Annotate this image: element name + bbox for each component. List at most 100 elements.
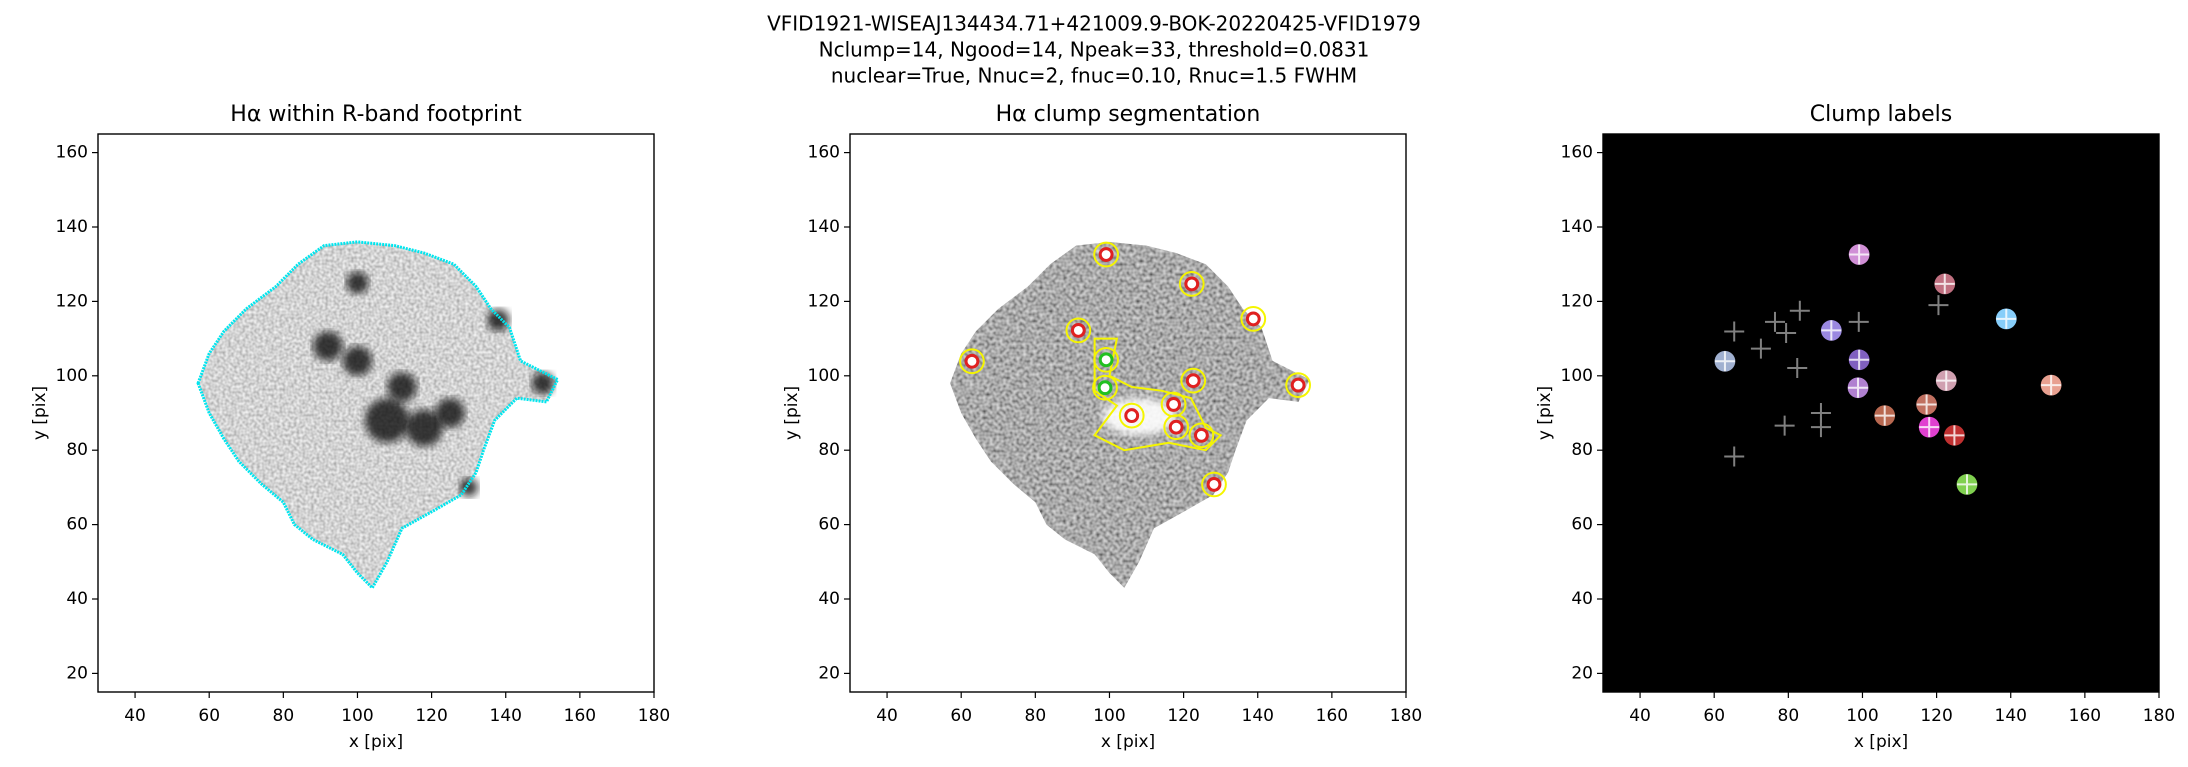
y-tick-label: 20 bbox=[66, 663, 88, 683]
y-tick-label: 160 bbox=[56, 143, 88, 163]
clump-contour bbox=[1118, 402, 1145, 429]
y-tick-label: 120 bbox=[56, 291, 88, 311]
peak-cross bbox=[1750, 338, 1771, 359]
y-axis-label: y [pix] bbox=[782, 386, 802, 440]
clump-ring bbox=[1206, 476, 1222, 492]
axes-title: Hα clump segmentation bbox=[996, 102, 1261, 127]
x-tick-label: 160 bbox=[564, 706, 596, 726]
clump-ring bbox=[1193, 427, 1209, 443]
clump-cross bbox=[1848, 377, 1869, 398]
clump-label bbox=[1874, 405, 1896, 426]
dark-spot bbox=[487, 308, 510, 332]
clump-contour bbox=[1180, 367, 1207, 394]
clump-contour bbox=[959, 348, 985, 375]
y-tick-label: 140 bbox=[56, 217, 88, 237]
peak-cross bbox=[1810, 417, 1831, 438]
clump-cross bbox=[2041, 375, 2062, 396]
bright-core bbox=[1102, 398, 1177, 436]
y-axis-label: y [pix] bbox=[1535, 386, 1555, 440]
clump-label bbox=[1916, 394, 1937, 415]
clump-label bbox=[1848, 244, 1870, 265]
peak-cross bbox=[1764, 311, 1785, 332]
dark-spot bbox=[405, 409, 443, 447]
x-tick-label: 180 bbox=[1390, 706, 1422, 726]
dark-spot bbox=[531, 372, 554, 395]
clump-contour bbox=[1188, 422, 1215, 449]
y-axis-label: y [pix] bbox=[30, 386, 50, 440]
clump-label bbox=[1848, 349, 1870, 371]
plot-area bbox=[1603, 134, 2159, 692]
clump-contour bbox=[1163, 414, 1190, 440]
y-tick-label: 100 bbox=[56, 366, 88, 386]
x-tick-label: 60 bbox=[1703, 706, 1725, 726]
clump-marker bbox=[1093, 346, 1119, 373]
clump-cross bbox=[1849, 244, 1870, 265]
clump-ring bbox=[1185, 373, 1201, 389]
clump-label bbox=[1934, 273, 1956, 295]
dark-spot bbox=[364, 398, 410, 443]
y-tick-label: 140 bbox=[808, 217, 840, 237]
clump-cross bbox=[1919, 417, 1940, 438]
y-tick-label: 160 bbox=[808, 143, 840, 163]
y-tick-label: 120 bbox=[1561, 291, 1593, 311]
axes-frame bbox=[849, 133, 1407, 693]
dark-spot bbox=[387, 372, 417, 402]
y-tick-label: 80 bbox=[818, 440, 840, 460]
clump-marker bbox=[1240, 306, 1267, 332]
clump-contour bbox=[1093, 241, 1119, 268]
clump-cross bbox=[1821, 320, 1842, 341]
y-tick-label: 40 bbox=[1571, 589, 1593, 609]
y-tick-label: 40 bbox=[818, 589, 840, 609]
x-tick-label: 160 bbox=[2069, 706, 2101, 726]
peak-cross bbox=[1848, 311, 1869, 332]
x-tick-label: 180 bbox=[638, 706, 670, 726]
segment-contour bbox=[1093, 337, 1223, 452]
x-tick-label: 60 bbox=[950, 706, 972, 726]
axes-title: Hα within R-band footprint bbox=[230, 102, 522, 127]
dark-spot bbox=[435, 398, 465, 428]
clump-contour bbox=[1178, 271, 1205, 297]
clump-cross bbox=[1944, 425, 1965, 446]
clump-contour bbox=[1092, 374, 1118, 401]
x-tick-label: 80 bbox=[273, 706, 295, 726]
x-tick-label: 80 bbox=[1778, 706, 1800, 726]
clump-label bbox=[1944, 424, 1965, 446]
clump-cross bbox=[1849, 349, 1870, 370]
clump-marker bbox=[1092, 374, 1118, 401]
clump-marker bbox=[1093, 241, 1119, 268]
peak-cross bbox=[1774, 415, 1795, 436]
x-tick-label: 140 bbox=[490, 706, 522, 726]
clump-contour bbox=[1285, 372, 1311, 398]
clump-ring bbox=[1245, 311, 1261, 327]
clump-label bbox=[1847, 377, 1869, 399]
y-tick-label: 40 bbox=[66, 589, 88, 609]
clump-label bbox=[1918, 416, 1940, 438]
dark-spot bbox=[342, 346, 373, 376]
y-tick-label: 120 bbox=[808, 291, 840, 311]
figure-title: VFID1921-WISEAJ134434.71+421009.9-BOK-20… bbox=[767, 12, 1421, 36]
x-tick-label: 60 bbox=[198, 706, 220, 726]
x-axis-label: x [pix] bbox=[349, 732, 403, 752]
plot-area bbox=[98, 134, 654, 692]
clump-cross bbox=[1714, 351, 1735, 372]
peak-cross bbox=[1789, 300, 1810, 321]
y-tick-label: 80 bbox=[1571, 440, 1593, 460]
clump-marker bbox=[1201, 471, 1227, 498]
clump-marker bbox=[1065, 317, 1092, 344]
clump-marker bbox=[1180, 367, 1207, 394]
x-tick-label: 140 bbox=[1995, 706, 2027, 726]
x-tick-label: 100 bbox=[341, 706, 373, 726]
figure-subtitle: Nclump=14, Ngood=14, Npeak=33, threshold… bbox=[819, 38, 1370, 62]
x-tick-label: 100 bbox=[1846, 706, 1878, 726]
x-tick-label: 140 bbox=[1242, 706, 1274, 726]
plot-area bbox=[850, 134, 1406, 692]
clump-contour bbox=[1240, 306, 1267, 332]
y-tick-label: 140 bbox=[1561, 217, 1593, 237]
y-tick-label: 160 bbox=[1561, 143, 1593, 163]
clump-label bbox=[1714, 350, 1736, 372]
clump-ring bbox=[964, 353, 980, 369]
clump-label bbox=[1956, 474, 1978, 495]
y-tick-label: 80 bbox=[66, 440, 88, 460]
x-tick-label: 120 bbox=[415, 706, 447, 726]
